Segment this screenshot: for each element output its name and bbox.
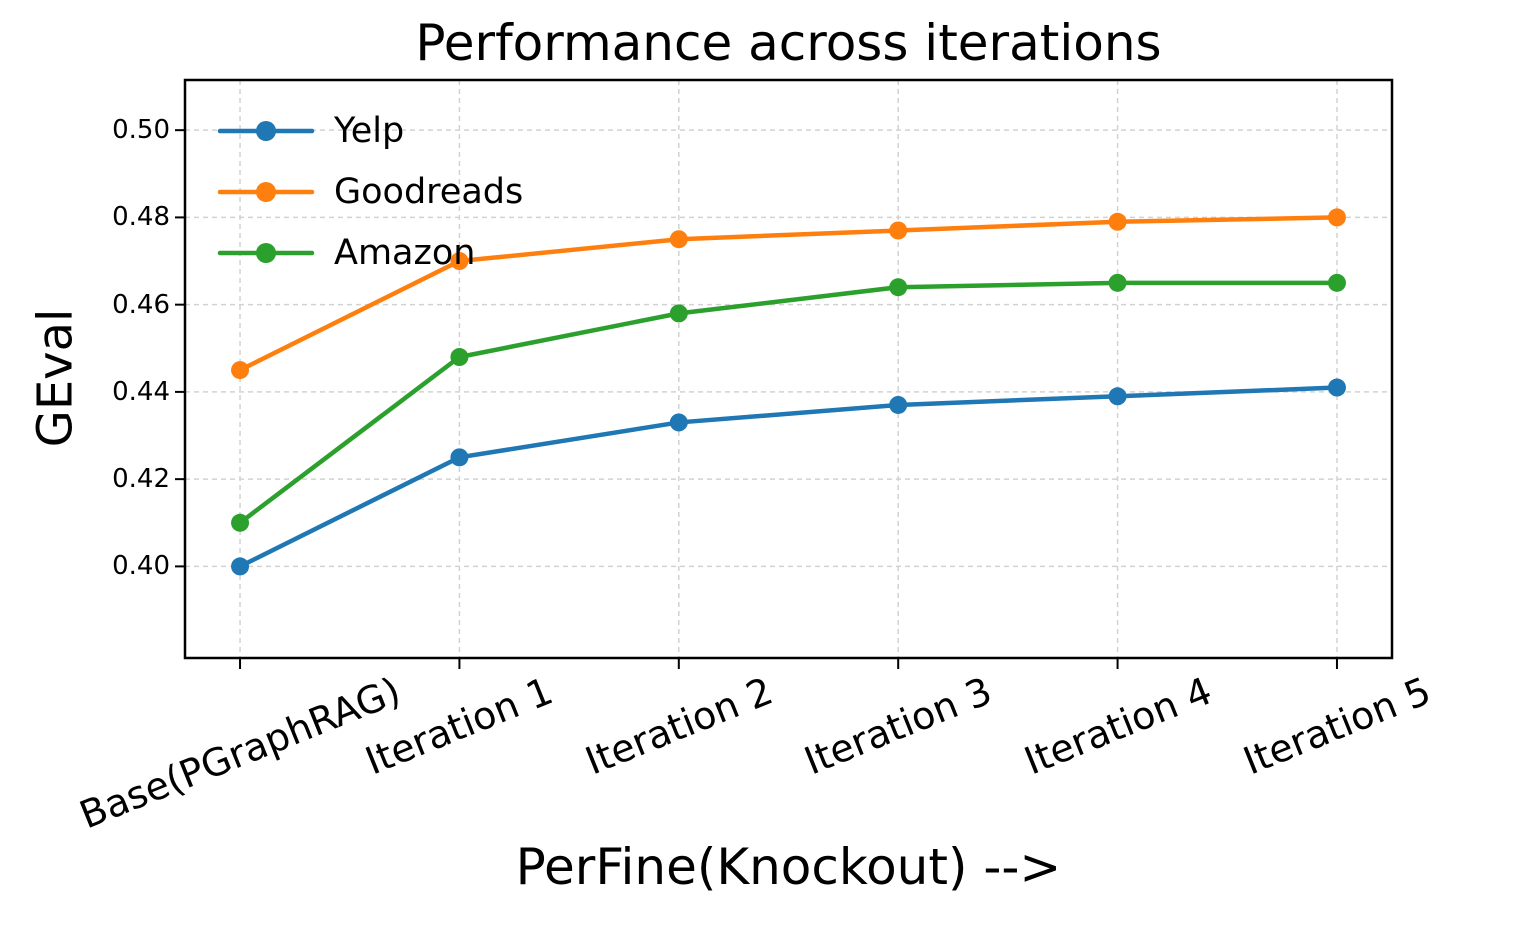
y-tick-label: 0.46 <box>112 289 170 320</box>
legend-swatch-marker <box>256 182 276 202</box>
data-point-goodreads <box>1327 208 1346 227</box>
data-point-goodreads <box>231 361 250 380</box>
y-tick-label: 0.50 <box>112 115 170 146</box>
data-point-amazon <box>1108 273 1127 292</box>
chart-title: Performance across iterations <box>415 14 1162 72</box>
data-point-yelp <box>450 448 469 467</box>
data-point-yelp <box>669 413 688 432</box>
data-point-goodreads <box>889 221 908 240</box>
y-axis-label: GEval <box>26 308 83 448</box>
legend-swatch-marker <box>256 243 276 263</box>
series-line-goodreads <box>237 215 1340 373</box>
series-line-yelp <box>237 385 1340 569</box>
legend-swatch-marker <box>256 121 276 141</box>
data-point-goodreads <box>669 230 688 249</box>
data-point-yelp <box>1108 387 1127 406</box>
data-point-amazon <box>669 304 688 323</box>
data-point-yelp <box>231 557 250 576</box>
data-point-amazon <box>889 278 908 297</box>
data-point-amazon <box>1327 273 1346 292</box>
data-point-amazon <box>450 348 469 367</box>
y-tick-label: 0.48 <box>112 202 170 233</box>
data-point-goodreads <box>1108 212 1127 231</box>
data-point-yelp <box>889 395 908 414</box>
y-tick-label: 0.44 <box>112 376 170 407</box>
data-point-goodreads <box>450 252 469 271</box>
data-point-amazon <box>231 513 250 532</box>
x-axis-label: PerFine(Knockout) --> <box>515 838 1062 896</box>
plot-border <box>183 78 1394 660</box>
legend-label-goodreads: Goodreads <box>334 172 524 212</box>
series-line-amazon <box>237 280 1340 526</box>
y-tick-label: 0.40 <box>112 551 170 582</box>
data-point-yelp <box>1327 378 1346 397</box>
y-tick-label: 0.42 <box>112 464 170 495</box>
legend-label-yelp: Yelp <box>334 111 405 151</box>
legend-label-amazon: Amazon <box>334 233 476 273</box>
